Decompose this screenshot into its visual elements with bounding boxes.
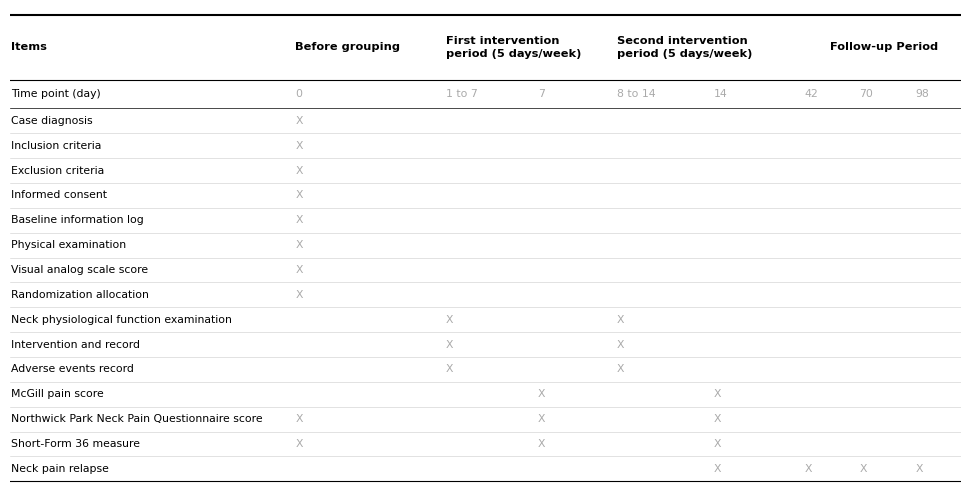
Text: X: X — [617, 340, 624, 350]
Text: X: X — [446, 340, 453, 350]
Text: Second intervention
period (5 days/week): Second intervention period (5 days/week) — [617, 36, 753, 59]
Text: 14: 14 — [714, 89, 727, 99]
Text: X: X — [295, 414, 303, 424]
Text: Case diagnosis: Case diagnosis — [11, 116, 92, 126]
Text: X: X — [538, 414, 546, 424]
Text: Time point (day): Time point (day) — [11, 89, 100, 99]
Text: X: X — [295, 439, 303, 449]
Text: X: X — [714, 389, 721, 399]
Text: Neck pain relapse: Neck pain relapse — [11, 464, 109, 474]
Text: X: X — [859, 464, 867, 474]
Text: Items: Items — [11, 43, 47, 53]
Text: Adverse events record: Adverse events record — [11, 365, 134, 374]
Text: Short-Form 36 measure: Short-Form 36 measure — [11, 439, 140, 449]
Text: X: X — [916, 464, 923, 474]
Text: X: X — [295, 290, 303, 300]
Text: Physical examination: Physical examination — [11, 240, 126, 250]
Text: X: X — [295, 141, 303, 151]
Text: Northwick Park Neck Pain Questionnaire score: Northwick Park Neck Pain Questionnaire s… — [11, 414, 262, 424]
Text: X: X — [295, 215, 303, 225]
Text: Intervention and record: Intervention and record — [11, 340, 140, 350]
Text: 98: 98 — [916, 89, 929, 99]
Text: Follow-up Period: Follow-up Period — [830, 43, 938, 53]
Text: Before grouping: Before grouping — [295, 43, 400, 53]
Text: First intervention
period (5 days/week): First intervention period (5 days/week) — [446, 36, 581, 59]
Text: X: X — [295, 116, 303, 126]
Text: X: X — [446, 365, 453, 374]
Text: X: X — [714, 439, 721, 449]
Text: X: X — [538, 389, 546, 399]
Text: X: X — [295, 166, 303, 176]
Text: McGill pain score: McGill pain score — [11, 389, 104, 399]
Text: X: X — [538, 439, 546, 449]
Text: Inclusion criteria: Inclusion criteria — [11, 141, 101, 151]
Text: 42: 42 — [804, 89, 818, 99]
Text: Visual analog scale score: Visual analog scale score — [11, 265, 148, 275]
Text: Neck physiological function examination: Neck physiological function examination — [11, 315, 231, 325]
Text: X: X — [617, 315, 624, 325]
Text: 7: 7 — [538, 89, 545, 99]
Text: 0: 0 — [295, 89, 302, 99]
Text: 70: 70 — [859, 89, 873, 99]
Text: X: X — [295, 265, 303, 275]
Text: Baseline information log: Baseline information log — [11, 215, 144, 225]
Text: 8 to 14: 8 to 14 — [617, 89, 655, 99]
Text: 1 to 7: 1 to 7 — [446, 89, 478, 99]
Text: X: X — [804, 464, 812, 474]
Text: X: X — [714, 464, 721, 474]
Text: X: X — [714, 414, 721, 424]
Text: X: X — [295, 240, 303, 250]
Text: X: X — [446, 315, 453, 325]
Text: X: X — [617, 365, 624, 374]
Text: Informed consent: Informed consent — [11, 190, 107, 200]
Text: Exclusion criteria: Exclusion criteria — [11, 166, 104, 176]
Text: Randomization allocation: Randomization allocation — [11, 290, 149, 300]
Text: X: X — [295, 190, 303, 200]
